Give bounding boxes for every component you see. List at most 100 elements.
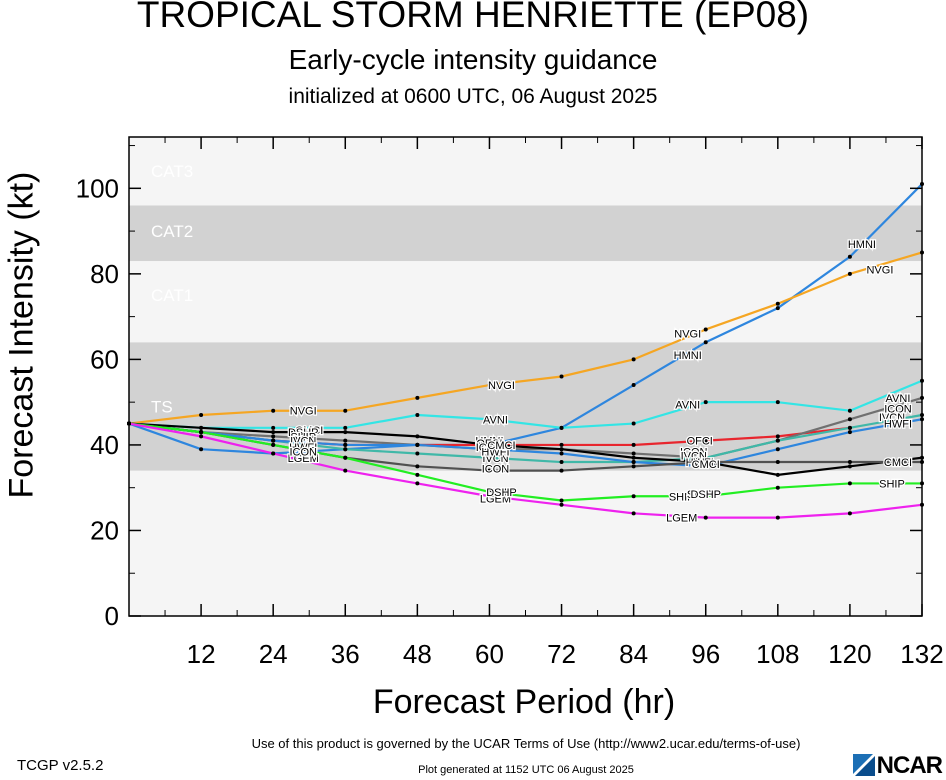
y-tick-label: 0 <box>105 601 119 631</box>
data-point-ofci <box>631 442 636 447</box>
data-point-icon <box>271 434 276 439</box>
data-point-ship <box>271 442 276 447</box>
series-line-nvgi-1 <box>128 251 923 425</box>
data-point-cmci <box>271 430 276 435</box>
data-point-hmni <box>703 340 708 345</box>
series-label-ship: SHIP <box>489 487 515 499</box>
series-label-hwfi: HWFI <box>481 446 509 458</box>
data-point-hwfi <box>343 442 348 447</box>
series-label-nvgi: NVGI <box>866 265 893 277</box>
data-point-nvgi <box>559 374 564 379</box>
data-point-lgem <box>847 511 852 516</box>
chart-title: TROPICAL STORM HENRIETTE (EP08) <box>136 0 810 35</box>
data-point-icon <box>847 417 852 422</box>
data-point-icon <box>847 460 852 465</box>
series-label-dshp: DSHP <box>690 489 721 501</box>
series-label-nvgi: NVGI <box>290 406 317 418</box>
series-label-avni: AVNI <box>886 393 911 405</box>
data-point-hwfi <box>271 438 276 443</box>
version-text: TCGP v2.5.2 <box>17 757 104 774</box>
series-label-cmci: CMCI <box>692 459 720 471</box>
series-label-ivcn: IVCN <box>482 453 508 465</box>
data-point-avni <box>703 400 708 405</box>
data-point-avni <box>775 400 780 405</box>
data-point-lgem <box>415 481 420 486</box>
data-point-hwfi <box>703 464 708 469</box>
series-label-ship: SHIP <box>669 491 695 503</box>
x-tick-label: 36 <box>331 639 360 669</box>
data-point-ivcn <box>703 455 708 460</box>
data-point-cmci <box>847 464 852 469</box>
series-label-lgem: LGEM <box>288 453 319 465</box>
data-point-icon <box>703 460 708 465</box>
x-tick-label: 72 <box>547 639 576 669</box>
data-point-avni <box>559 425 564 430</box>
data-point-icon <box>631 464 636 469</box>
series-label-ivcn: IVCN <box>879 412 905 424</box>
series-label-hwfi: HWFI <box>686 457 714 469</box>
data-point-ivcn <box>343 447 348 452</box>
x-tick-label: 48 <box>403 639 432 669</box>
data-point-ship <box>631 494 636 499</box>
x-tick-label: 108 <box>756 639 799 669</box>
band-label-cat2: CAT2 <box>151 222 193 241</box>
y-tick-label: 60 <box>90 344 119 374</box>
data-point-lgem <box>559 502 564 507</box>
chart-subtitle: Early-cycle intensity guidance <box>288 44 658 75</box>
data-point-avni <box>415 412 420 417</box>
x-tick-label: 120 <box>828 639 871 669</box>
data-point-ship <box>415 472 420 477</box>
band-label-ts: TS <box>151 397 173 416</box>
data-point-hmni <box>631 383 636 388</box>
data-point-lgem <box>487 494 492 499</box>
data-point-cmci <box>487 442 492 447</box>
series-label-icon: ICON <box>884 404 912 416</box>
data-point-avni <box>487 417 492 422</box>
data-point-lgem <box>775 515 780 520</box>
data-point-hmni <box>775 306 780 311</box>
data-point-ship <box>343 455 348 460</box>
data-point-ivcn <box>415 451 420 456</box>
series-label-icon: ICON <box>289 446 317 458</box>
data-point-lgem <box>271 451 276 456</box>
generated-time-text: Plot generated at 1152 UTC 06 August 202… <box>418 764 634 776</box>
band-label-cat3: CAT3 <box>151 162 193 181</box>
data-point-hwfi <box>847 430 852 435</box>
data-point-ship <box>559 498 564 503</box>
y-axis-label: Forecast Intensity (kt) <box>2 171 41 499</box>
data-point-hwfi <box>415 442 420 447</box>
series-label-ivcn: IVCN <box>290 436 316 448</box>
band-label-cat1: CAT1 <box>151 286 193 305</box>
ncar-logo-icon <box>852 754 875 776</box>
ncar-logo-text: NCAR <box>876 752 943 779</box>
x-tick-label: 96 <box>691 639 720 669</box>
x-tick-label: 84 <box>619 639 648 669</box>
data-point-lgem <box>631 511 636 516</box>
data-point-ofci <box>775 434 780 439</box>
data-point-ofci <box>703 438 708 443</box>
series-label-nvgi: NVGI <box>488 380 515 392</box>
data-point-ivcn <box>775 438 780 443</box>
data-point-icon <box>631 451 636 456</box>
series-line-lgem-10 <box>128 422 923 519</box>
band-cat2 <box>129 205 922 262</box>
series-label-icon: ICON <box>680 446 708 458</box>
data-point-hmni <box>199 447 204 452</box>
data-point-nvgi <box>631 357 636 362</box>
chart-init-time: initialized at 0600 UTC, 06 August 2025 <box>288 85 658 108</box>
y-tick-label: 20 <box>90 515 119 545</box>
series-label-cmci: CMCI <box>884 457 912 469</box>
series-label-hwfi: HWFI <box>289 442 317 454</box>
ncar-logo: NCAR <box>852 752 943 780</box>
series-label-ofci: OFCI <box>476 438 502 450</box>
series-label-hmni: HMNI <box>475 436 503 448</box>
data-point-hwfi <box>775 447 780 452</box>
data-point-nvgi <box>487 383 492 388</box>
x-tick-label: 12 <box>187 639 216 669</box>
x-axis-label: Forecast Period (hr) <box>372 683 676 721</box>
data-point-hwfi <box>631 460 636 465</box>
data-point-ship <box>775 485 780 490</box>
series-line-ship-9 <box>128 422 922 502</box>
data-point-icon <box>559 468 564 473</box>
series-label-nvgi: NVGI <box>674 329 701 341</box>
